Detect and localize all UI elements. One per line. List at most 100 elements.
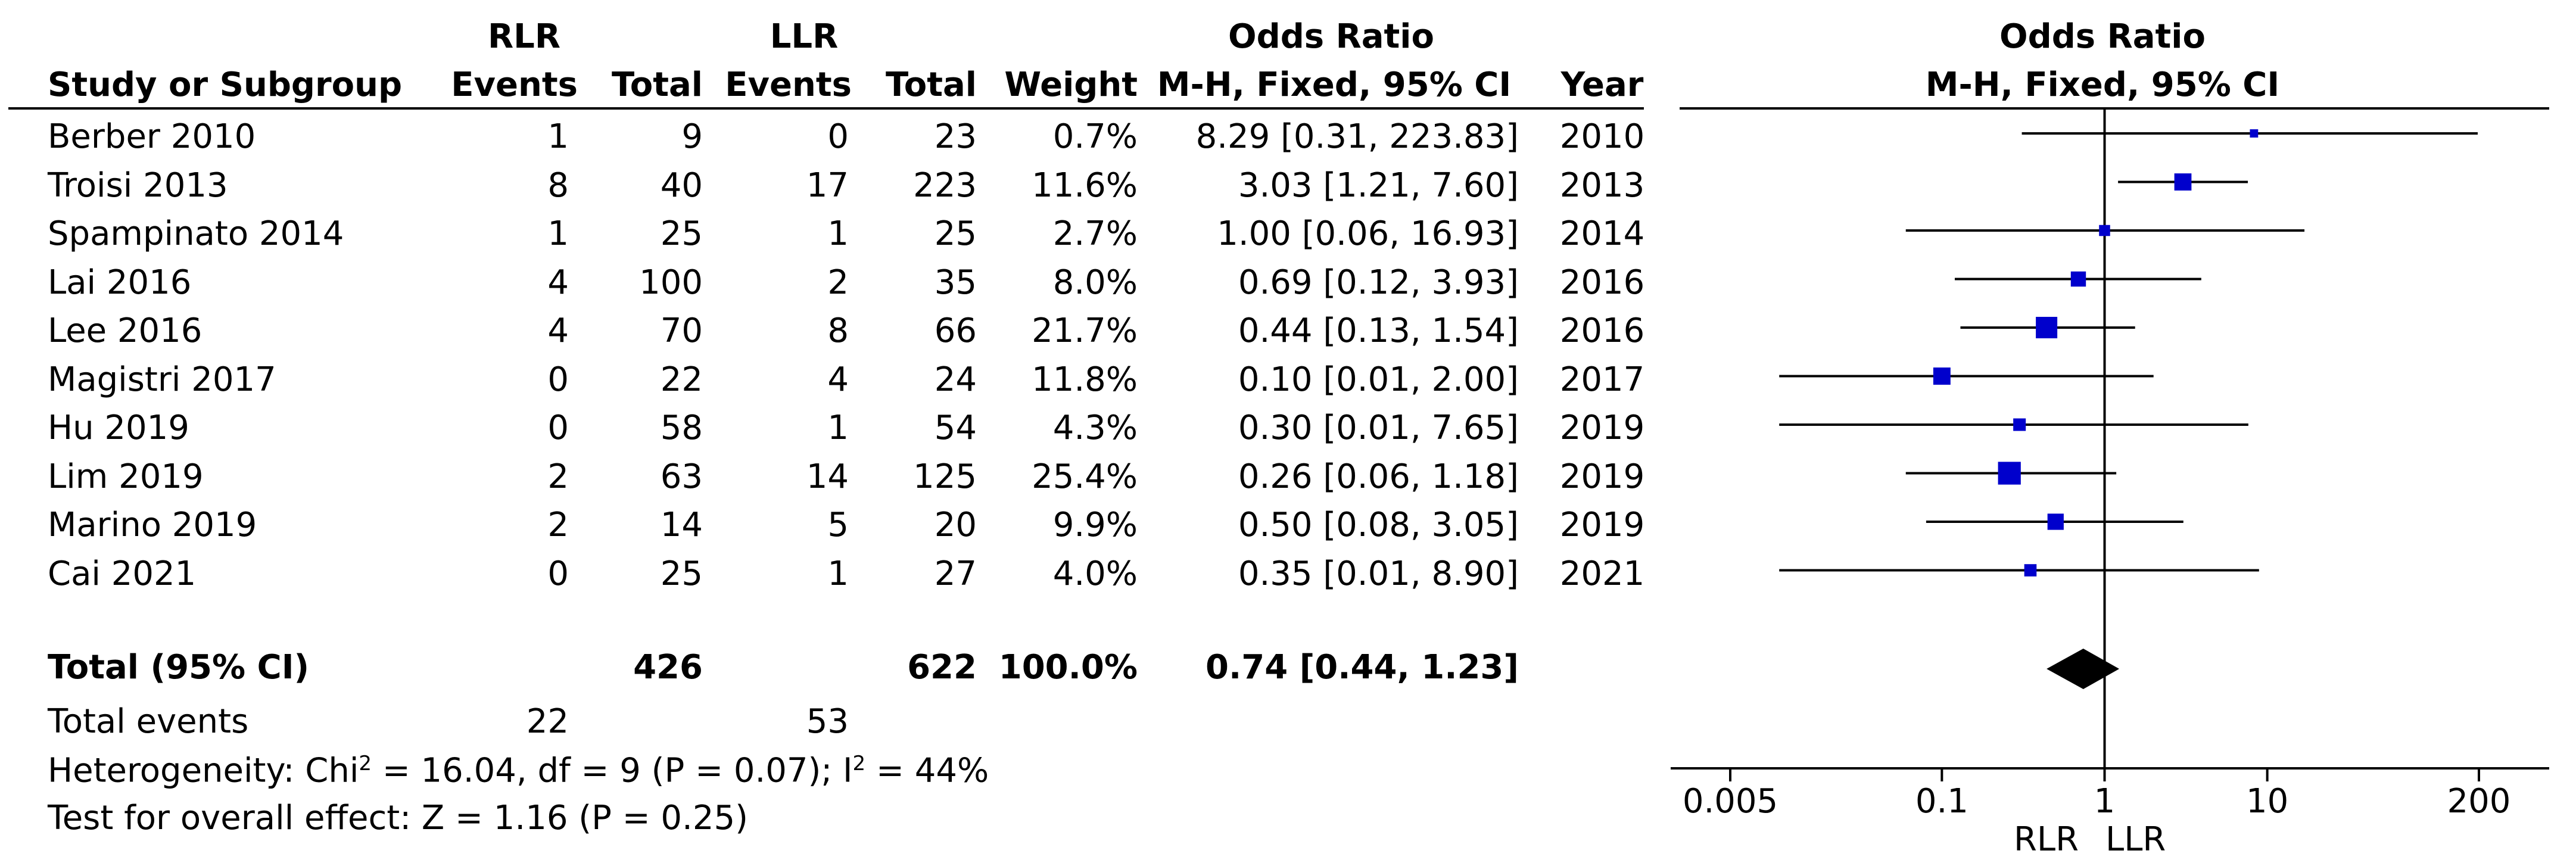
weight-cell: 21.7% (1032, 311, 1138, 350)
study-name: Magistri 2017 (48, 360, 276, 399)
events1-cell: 8 (547, 166, 569, 205)
ci-cell: 3.03 [1.21, 7.60] (1238, 166, 1519, 205)
study-name: Lai 2016 (48, 263, 192, 302)
events2-cell: 17 (806, 166, 849, 205)
weight-cell: 4.3% (1052, 409, 1138, 447)
ci-cell: 1.00 [0.06, 16.93] (1217, 214, 1519, 253)
ci-cell: 8.29 [0.31, 223.83] (1195, 117, 1519, 156)
study-name: Cai 2021 (48, 554, 197, 593)
plot-method-header: M-H, Fixed, 95% CI (1925, 66, 2280, 104)
ci-cell: 0.44 [0.13, 1.54] (1238, 311, 1519, 350)
total1-cell: 58 (660, 409, 703, 447)
total2-cell: 23 (934, 117, 977, 156)
study-name: Spampinato 2014 (48, 214, 344, 253)
x-tick-label: 200 (2447, 782, 2511, 821)
year-cell: 2021 (1559, 554, 1645, 593)
study-marker (2070, 271, 2086, 287)
events2-cell: 14 (806, 457, 849, 496)
total-events2: 53 (806, 702, 849, 741)
heterogeneity-text: Heterogeneity: Chi2 = 16.04, df = 9 (P =… (48, 751, 989, 790)
events2-cell: 1 (827, 409, 849, 447)
total-weight: 100.0% (998, 648, 1138, 687)
events2-cell: 1 (827, 214, 849, 253)
study-name: Marino 2019 (48, 506, 257, 544)
total2-column-header: Total (886, 66, 977, 104)
study-marker (2024, 564, 2037, 577)
or-table-title: Odds Ratio (1228, 17, 1434, 56)
year-cell: 2016 (1559, 311, 1645, 350)
total-events1: 22 (526, 702, 569, 741)
method-column-header: M-H, Fixed, 95% CI (1157, 66, 1512, 104)
study-name: Hu 2019 (48, 409, 189, 447)
events1-cell: 1 (547, 214, 569, 253)
events2-column-header: Events (725, 66, 852, 104)
total2-cell: 27 (934, 554, 977, 593)
events1-cell: 4 (547, 311, 569, 350)
events2-cell: 5 (827, 506, 849, 544)
study-name: Lim 2019 (48, 457, 204, 496)
total1-cell: 22 (660, 360, 703, 399)
total1-cell: 63 (660, 457, 703, 496)
weight-cell: 9.9% (1052, 506, 1138, 544)
events1-column-header: Events (451, 66, 578, 104)
total1-cell: 25 (660, 554, 703, 593)
study-marker (2250, 129, 2259, 138)
study-name: Lee 2016 (48, 311, 203, 350)
study-marker (2174, 173, 2192, 191)
study-column-header: Study or Subgroup (48, 66, 403, 104)
weight-column-header: Weight (1004, 66, 1138, 104)
weight-cell: 25.4% (1032, 457, 1138, 496)
year-cell: 2017 (1559, 360, 1645, 399)
ci-cell: 0.30 [0.01, 7.65] (1238, 409, 1519, 447)
total1-cell: 14 (660, 506, 703, 544)
total1-cell: 9 (681, 117, 703, 156)
ci-cell: 0.50 [0.08, 3.05] (1238, 506, 1519, 544)
total1-column-header: Total (612, 66, 703, 104)
events1-cell: 0 (547, 360, 569, 399)
year-column-header: Year (1560, 66, 1644, 104)
pooled-diamond (2047, 649, 2120, 689)
favours-left-label: RLR (2013, 820, 2079, 859)
total-label: Total (95% CI) (48, 648, 310, 687)
study-marker (1998, 462, 2021, 485)
study-name: Troisi 2013 (48, 166, 228, 205)
events2-cell: 2 (827, 263, 849, 302)
total-events-label: Total events (48, 702, 249, 741)
study-marker (2047, 513, 2064, 530)
weight-cell: 8.0% (1052, 263, 1138, 302)
total1-cell: 70 (660, 311, 703, 350)
ci-cell: 0.35 [0.01, 8.90] (1238, 554, 1519, 593)
total2-cell: 66 (934, 311, 977, 350)
total2-cell: 24 (934, 360, 977, 399)
weight-cell: 11.8% (1032, 360, 1138, 399)
or-plot-title: Odds Ratio (1999, 17, 2206, 56)
x-tick-label: 10 (2246, 782, 2288, 821)
weight-cell: 11.6% (1032, 166, 1138, 205)
events1-cell: 2 (547, 457, 569, 496)
total2-cell: 20 (934, 506, 977, 544)
total-total2: 622 (907, 648, 977, 687)
x-tick-label: 0.1 (1915, 782, 1968, 821)
weight-cell: 2.7% (1052, 214, 1138, 253)
events2-cell: 8 (827, 311, 849, 350)
study-marker (1933, 367, 1951, 385)
study-marker (2036, 316, 2058, 339)
year-cell: 2013 (1559, 166, 1645, 205)
total2-cell: 25 (934, 214, 977, 253)
total2-cell: 125 (913, 457, 977, 496)
weight-cell: 0.7% (1052, 117, 1138, 156)
favours-right-label: LLR (2105, 820, 2166, 859)
ci-cell: 0.26 [0.06, 1.18] (1238, 457, 1519, 496)
overall-effect-text: Test for overall effect: Z = 1.16 (P = 0… (48, 799, 748, 837)
events1-cell: 2 (547, 506, 569, 544)
total1-cell: 100 (639, 263, 703, 302)
events1-cell: 0 (547, 554, 569, 593)
total1-cell: 25 (660, 214, 703, 253)
study-marker (2013, 418, 2026, 431)
total2-cell: 35 (934, 263, 977, 302)
ci-cell: 0.10 [0.01, 2.00] (1238, 360, 1519, 399)
x-tick-label: 1 (2094, 782, 2116, 821)
group1-header: RLR (488, 17, 560, 56)
weight-cell: 4.0% (1052, 554, 1138, 593)
